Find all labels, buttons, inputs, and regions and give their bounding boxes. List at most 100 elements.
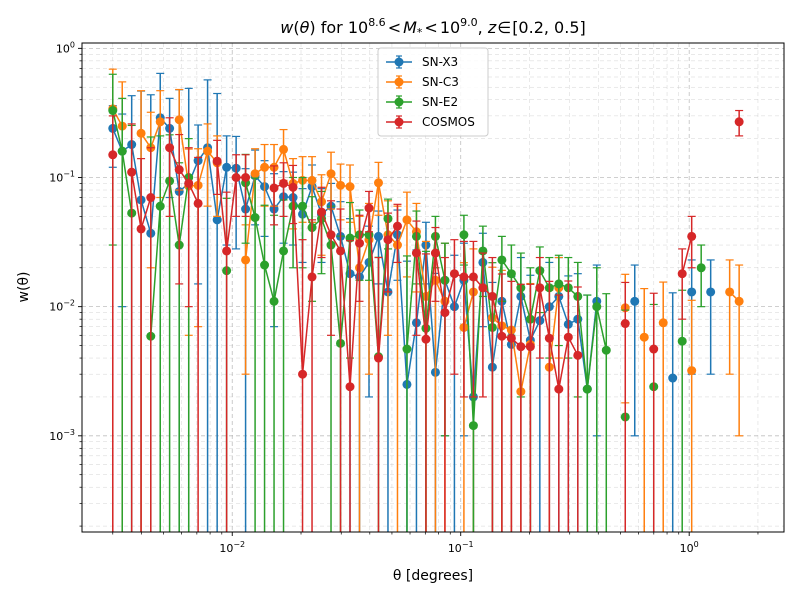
data-point	[241, 173, 251, 183]
data-point	[298, 369, 308, 379]
data-point	[260, 260, 270, 270]
data-point	[117, 146, 127, 156]
data-point	[734, 117, 744, 127]
data-point	[146, 193, 156, 203]
data-point	[677, 336, 687, 346]
x-axis: 10−2 10−1 100	[112, 532, 759, 555]
legend-marker	[394, 97, 404, 107]
legend-label: COSMOS	[422, 115, 475, 129]
data-point	[231, 173, 241, 183]
x-axis-label: θ [degrees]	[393, 568, 473, 584]
data-point	[658, 318, 668, 328]
data-point	[326, 230, 336, 240]
data-point	[459, 230, 469, 240]
data-point	[155, 201, 165, 211]
data-point	[260, 162, 270, 172]
data-point	[279, 178, 289, 188]
data-point	[373, 353, 383, 363]
data-point	[108, 106, 118, 116]
data-point	[269, 296, 279, 306]
data-point	[440, 308, 450, 318]
data-point	[554, 384, 564, 394]
data-point	[127, 167, 137, 177]
legend-box	[377, 47, 489, 137]
chart-title: w(θ) for 108.6 < M* <109.0, z∈[0.2, 0.5]	[280, 16, 585, 39]
data-point	[136, 128, 146, 138]
plot-area	[108, 68, 744, 532]
data-point	[449, 269, 459, 279]
data-point	[345, 182, 355, 192]
x-tick-label: 10−1	[448, 540, 474, 555]
data-point	[108, 150, 118, 160]
data-point	[174, 165, 184, 175]
legend-marker	[394, 77, 404, 87]
data-point	[336, 180, 346, 190]
data-point	[506, 333, 516, 343]
data-point	[459, 272, 469, 282]
y-tick-label: 100	[56, 40, 75, 55]
legend: SN-X3 SN-C3 SN-E2 COSMOS	[377, 47, 489, 137]
data-point	[402, 344, 412, 354]
data-point	[222, 162, 232, 172]
data-point	[430, 248, 440, 258]
data-point	[497, 331, 507, 341]
data-point	[668, 373, 678, 383]
data-point	[411, 248, 421, 258]
data-point	[317, 207, 327, 217]
y-axis: 10−3 10−2 10−1 100	[49, 40, 82, 527]
data-point	[630, 296, 640, 306]
data-point	[326, 169, 336, 179]
data-point	[241, 255, 251, 265]
data-point	[421, 334, 431, 344]
data-point	[288, 182, 298, 192]
data-point	[487, 291, 497, 301]
data-point	[165, 143, 175, 153]
x-tick-label: 10−2	[219, 540, 245, 555]
data-point	[279, 246, 289, 256]
data-point	[696, 263, 706, 273]
data-point	[364, 203, 374, 213]
data-point	[279, 144, 289, 154]
data-point	[687, 231, 697, 241]
data-point	[687, 287, 697, 297]
data-point	[601, 345, 611, 355]
data-point	[706, 287, 716, 297]
data-point	[269, 183, 279, 193]
data-point	[639, 332, 649, 342]
y-tick-label: 10−1	[49, 170, 75, 185]
data-point	[392, 221, 402, 231]
data-point	[554, 279, 564, 289]
data-point	[307, 175, 317, 185]
data-point	[373, 178, 383, 188]
grid	[82, 43, 784, 532]
data-point	[535, 283, 545, 293]
data-point	[184, 178, 194, 188]
data-point	[506, 269, 516, 279]
data-point	[155, 117, 165, 127]
data-point	[478, 283, 488, 293]
plot-frame	[81, 42, 785, 533]
y-tick-label: 10−3	[49, 428, 75, 443]
data-point	[573, 350, 583, 360]
data-point	[620, 319, 630, 329]
data-point	[212, 215, 222, 225]
data-point	[734, 296, 744, 306]
legend-item: SN-C3	[386, 75, 459, 89]
data-point	[250, 169, 260, 179]
data-point	[298, 201, 308, 211]
data-point	[582, 384, 592, 394]
y-tick-label: 10−2	[49, 299, 75, 314]
data-point	[136, 224, 146, 234]
data-point	[468, 421, 478, 431]
series-cosmos	[108, 109, 744, 532]
x-tick-label: 100	[680, 540, 699, 555]
data-point	[355, 238, 365, 248]
data-point	[373, 231, 383, 241]
legend-item: SN-X3	[386, 55, 458, 69]
data-point	[345, 382, 355, 392]
data-point	[383, 235, 393, 245]
legend-item: COSMOS	[386, 115, 475, 129]
data-point	[250, 213, 260, 223]
data-point	[402, 215, 412, 225]
